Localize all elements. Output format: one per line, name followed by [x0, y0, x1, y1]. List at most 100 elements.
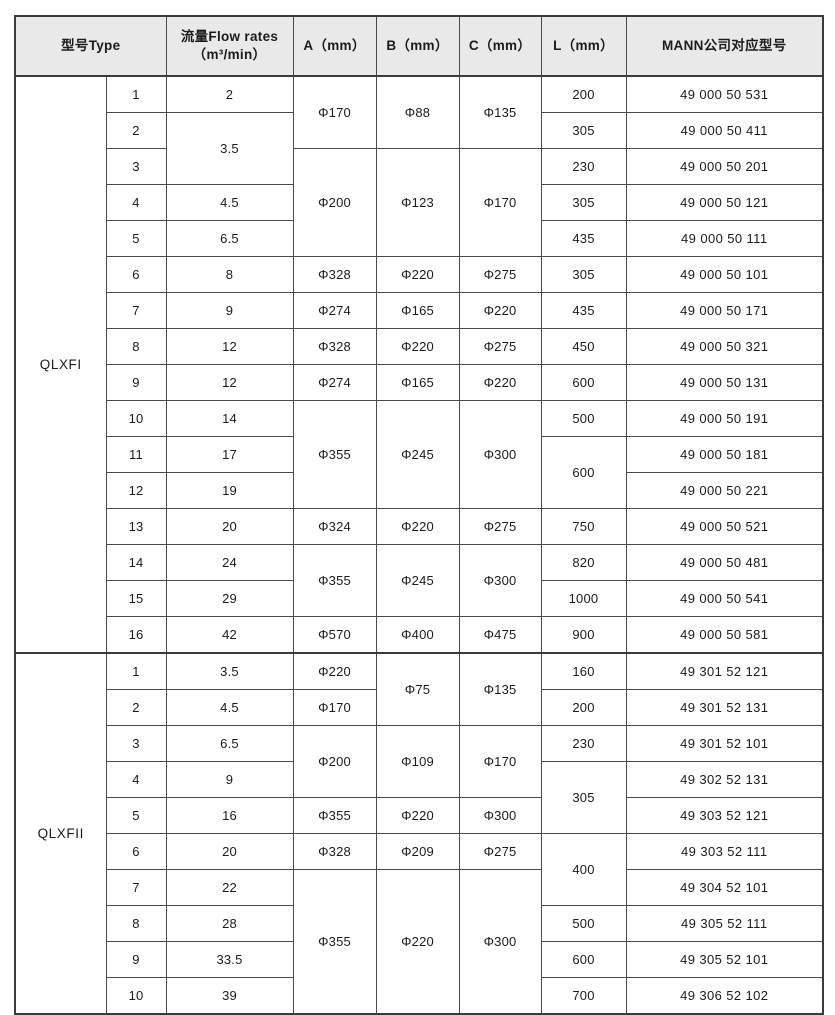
- flow-rate: 2: [165, 75, 294, 113]
- flow-rate: 16: [165, 797, 294, 834]
- mann-part-number: 49 000 50 131: [625, 364, 824, 401]
- mann-part-number: 49 000 50 521: [625, 508, 824, 545]
- mann-part-number: 49 000 50 321: [625, 328, 824, 365]
- length-l: 230: [540, 148, 627, 185]
- table-row: 8 28 500 49 305 52 111: [15, 905, 824, 942]
- table-row: 5 6.5 435 49 000 50 111: [15, 220, 824, 257]
- dim-c: Φ135: [458, 75, 542, 149]
- row-number: 12: [105, 472, 167, 509]
- flow-rate: 20: [165, 833, 294, 870]
- row-number: 6: [105, 833, 167, 870]
- row-number: 6: [105, 256, 167, 293]
- table-row: 15 29 1000 49 000 50 541: [15, 580, 824, 617]
- row-number: 5: [105, 220, 167, 257]
- mann-part-number: 49 305 52 101: [625, 941, 824, 978]
- column-header-l: L（mm）: [540, 15, 627, 77]
- flow-rate: 19: [165, 472, 294, 509]
- row-number: 7: [105, 869, 167, 906]
- dim-c: Φ300: [458, 544, 542, 617]
- row-number: 16: [105, 616, 167, 654]
- row-number: 13: [105, 508, 167, 545]
- flow-rate: 3.5: [165, 112, 294, 185]
- table-row: 3 6.5 Φ200 Φ109 Φ170 230 49 301 52 101: [15, 725, 824, 798]
- mann-part-number: 49 000 50 411: [625, 112, 824, 149]
- row-number: 3: [105, 725, 167, 762]
- row-number: 2: [105, 689, 167, 726]
- dim-c: Φ220: [458, 292, 542, 329]
- length-l: 450: [540, 328, 627, 365]
- row-number: 9: [105, 941, 167, 978]
- column-header-flow-rates: 流量Flow rates （m³/min）: [165, 15, 294, 77]
- table-row: 4 4.5 305 49 000 50 121: [15, 184, 824, 221]
- flow-rate: 24: [165, 544, 294, 581]
- dim-c: Φ300: [458, 869, 542, 1015]
- length-l: 500: [540, 400, 627, 437]
- length-l: 700: [540, 977, 627, 1015]
- table-row: 16 42 Φ570 Φ400 Φ475 900 49 000 50 581: [15, 616, 824, 654]
- mann-part-number: 49 000 50 101: [625, 256, 824, 293]
- row-number: 15: [105, 580, 167, 617]
- dim-c: Φ220: [458, 364, 542, 401]
- length-l: 400: [540, 833, 627, 906]
- dim-b: Φ109: [375, 725, 460, 798]
- mann-part-number: 49 301 52 131: [625, 689, 824, 726]
- mann-part-number: 49 301 52 101: [625, 725, 824, 762]
- dim-a: Φ355: [292, 869, 377, 1015]
- dim-a: Φ355: [292, 797, 377, 834]
- flow-rate: 9: [165, 292, 294, 329]
- length-l: 1000: [540, 580, 627, 617]
- table-row: 6 20 Φ328 Φ209 Φ275 400 49 303 52 111: [15, 833, 824, 906]
- dim-b: Φ165: [375, 292, 460, 329]
- flow-rate: 22: [165, 869, 294, 906]
- length-l: 200: [540, 689, 627, 726]
- table-row: 10 14 Φ355 Φ245 Φ300 500 49 000 50 191: [15, 400, 824, 509]
- dim-a: Φ220: [292, 652, 377, 690]
- length-l: 600: [540, 436, 627, 509]
- row-number: 10: [105, 977, 167, 1015]
- length-l: 820: [540, 544, 627, 581]
- length-l: 200: [540, 75, 627, 113]
- row-number: 8: [105, 328, 167, 365]
- mann-part-number: 49 000 50 201: [625, 148, 824, 185]
- row-number: 1: [105, 75, 167, 113]
- row-number: 4: [105, 184, 167, 221]
- mann-part-number: 49 306 52 102: [625, 977, 824, 1015]
- dim-c: Φ300: [458, 797, 542, 834]
- table-row: 3 Φ200 Φ123 Φ170 230 49 000 50 201: [15, 148, 824, 257]
- length-l: 305: [540, 761, 627, 834]
- row-number: 9: [105, 364, 167, 401]
- length-l: 600: [540, 364, 627, 401]
- flow-rate: 4.5: [165, 184, 294, 221]
- mann-part-number: 49 304 52 101: [625, 869, 824, 906]
- flow-rate: 12: [165, 364, 294, 401]
- length-l: 305: [540, 256, 627, 293]
- mann-part-number: 49 000 50 541: [625, 580, 824, 617]
- flow-rate: 17: [165, 436, 294, 473]
- dim-c: Φ475: [458, 616, 542, 654]
- table-row: 9 33.5 600 49 305 52 101: [15, 941, 824, 978]
- table-row: QLXFII 1 3.5 Φ220 Φ75 Φ135 160 49 301 52…: [14, 652, 824, 1015]
- row-number: 3: [105, 148, 167, 185]
- length-l: 500: [540, 905, 627, 942]
- flow-rate: 4.5: [165, 689, 294, 726]
- length-l: 750: [540, 508, 627, 545]
- table-row: 12 19 49 000 50 221: [15, 472, 824, 509]
- table-header: 型号Type 流量Flow rates （m³/min） A（mm） B（mm）…: [14, 15, 824, 77]
- row-number: 11: [105, 436, 167, 473]
- dim-c: Φ170: [458, 148, 542, 257]
- dim-a: Φ274: [292, 292, 377, 329]
- table-row: 7 9 Φ274 Φ165 Φ220 435 49 000 50 171: [15, 292, 824, 329]
- column-header-c: C（mm）: [458, 15, 542, 77]
- dim-a: Φ200: [292, 725, 377, 798]
- dim-b: Φ88: [375, 75, 460, 149]
- flow-rate: 33.5: [165, 941, 294, 978]
- flow-header-line1: 流量Flow rates: [180, 28, 279, 44]
- dim-a: Φ328: [292, 833, 377, 870]
- mann-part-number: 49 302 52 131: [625, 761, 824, 798]
- dim-b: Φ400: [375, 616, 460, 654]
- mann-part-number: 49 000 50 191: [625, 400, 824, 437]
- table-row: 13 20 Φ324 Φ220 Φ275 750 49 000 50 521: [15, 508, 824, 545]
- mann-part-number: 49 000 50 531: [625, 75, 824, 113]
- table-row: 8 12 Φ328 Φ220 Φ275 450 49 000 50 321: [15, 328, 824, 365]
